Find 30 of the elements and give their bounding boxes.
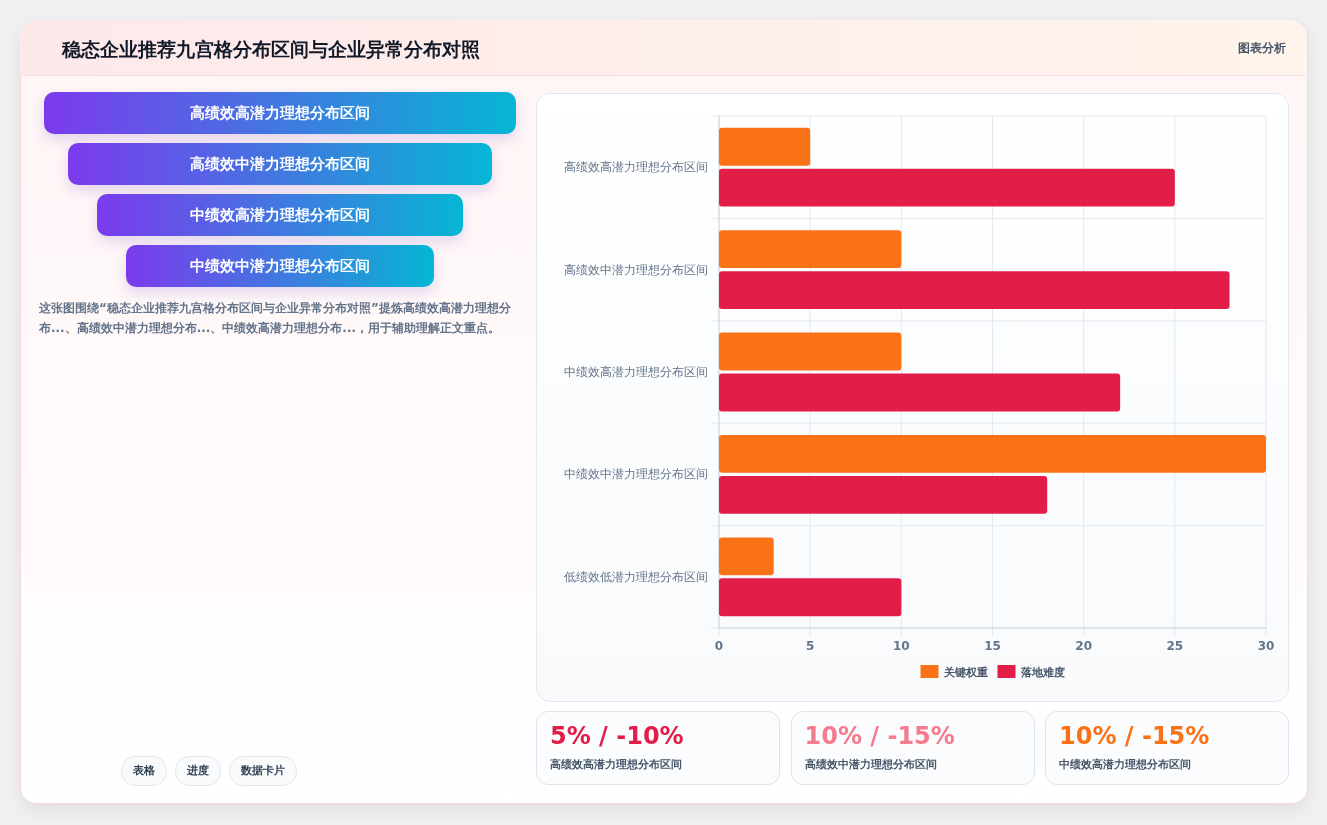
y-tick-label: 高绩效高潜力理想分布区间: [564, 160, 708, 175]
x-tick-label: 0: [714, 639, 724, 653]
text: 图表分析: [1238, 40, 1286, 57]
category-label: 中绩效中潜力理想分布区间: [126, 245, 434, 287]
legend-label: 关键权重: [942, 666, 988, 679]
text: 表格: [121, 756, 167, 786]
text: 数据卡片: [229, 756, 297, 786]
y-tick-label: 高绩效中潜力理想分布区间: [564, 262, 708, 277]
y-tick-label: 中绩效中潜力理想分布区间: [564, 467, 708, 482]
x-tick-label: 10: [892, 639, 910, 653]
category-label: 中绩效高潜力理想分布区间: [97, 194, 463, 236]
y-tick-label: 低绩效低潜力理想分布区间: [564, 569, 708, 584]
x-tick-label: 30: [1257, 639, 1275, 653]
text: 这张图围绕“稳态企业推荐九宫格分布区间与企业异常分布对照”提炼高绩效高潜力理想分布...、高绩效中潜力理想分布...、中绩效高潜力理想分布...，用于辅助理解正文重点。: [39, 300, 512, 337]
category-label: 高绩效中潜力理想分布区间: [68, 143, 492, 185]
x-tick-label: 20: [1075, 639, 1093, 653]
category-label: 高绩效高潜力理想分布区间: [550, 757, 682, 772]
text: 稳态企业推荐九宫格分布区间与企业异常分布对照: [62, 37, 480, 62]
x-tick-label: 5: [805, 639, 815, 653]
text: 10% / -15%: [1059, 722, 1210, 750]
category-label: 高绩效中潜力理想分布区间: [804, 757, 937, 772]
text: 进度: [175, 756, 221, 786]
text: 10% / -15%: [804, 722, 955, 750]
category-label: 中绩效高潜力理想分布区间: [1059, 757, 1191, 772]
y-tick-label: 中绩效高潜力理想分布区间: [564, 365, 708, 379]
x-tick-label: 15: [984, 639, 1001, 653]
category-label: 高绩效高潜力理想分布区间: [44, 92, 516, 134]
legend-label: 落地难度: [1019, 666, 1065, 679]
x-tick-label: 25: [1166, 639, 1184, 653]
text: 5% / -10%: [550, 722, 684, 750]
